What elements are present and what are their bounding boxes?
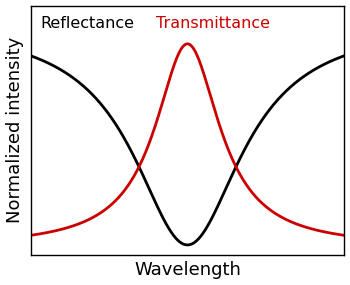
- Text: Reflectance: Reflectance: [40, 15, 134, 30]
- X-axis label: Wavelength: Wavelength: [134, 261, 241, 280]
- Y-axis label: Normalized intensity: Normalized intensity: [6, 37, 23, 223]
- Text: Transmittance: Transmittance: [156, 15, 270, 30]
